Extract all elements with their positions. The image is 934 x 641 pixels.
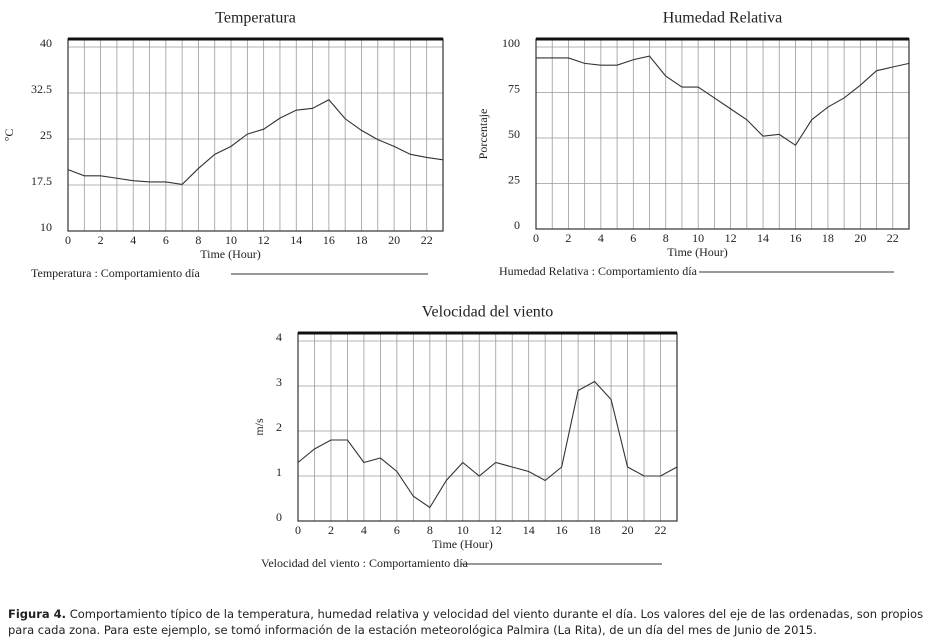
y-tick-label: 25	[508, 172, 520, 186]
x-tick-label: 6	[394, 523, 400, 537]
x-axis-label: Time (Hour)	[667, 245, 728, 259]
x-tick-label: 22	[421, 233, 433, 247]
x-axis-label: Time (Hour)	[432, 537, 493, 551]
series-line	[536, 55, 910, 147]
caption: Figura 4. Comportamiento típico de la te…	[8, 606, 928, 638]
x-tick-label: 8	[663, 231, 669, 245]
plot-frame	[297, 332, 678, 522]
x-tick-label: 2	[98, 233, 104, 247]
x-tick-label: 2	[565, 231, 571, 245]
x-tick-label: 0	[65, 233, 71, 247]
chart-title: Humedad Relativa	[663, 10, 783, 27]
caption-text: Comportamiento típico de la temperatura,…	[8, 607, 924, 637]
x-tick-label: 16	[323, 233, 335, 247]
y-tick-label: 17.5	[31, 174, 52, 188]
y-tick-label: 2	[276, 420, 282, 434]
y-axis-label: Porcentaje	[476, 109, 490, 160]
x-tick-label: 14	[757, 231, 769, 245]
x-tick-label: 16	[556, 523, 568, 537]
x-tick-label: 22	[887, 231, 899, 245]
series-line	[67, 99, 444, 185]
legend-label: Humedad Relativa : Comportamiento día	[499, 264, 698, 278]
x-tick-label: 6	[630, 231, 636, 245]
x-tick-label: 10	[457, 523, 469, 537]
x-tick-label: 22	[655, 523, 667, 537]
caption-label: Figura 4.	[8, 607, 67, 621]
x-tick-label: 10	[225, 233, 237, 247]
y-axis-label: m/s	[252, 418, 266, 436]
y-tick-label: 10	[40, 220, 52, 234]
x-tick-label: 2	[328, 523, 334, 537]
y-tick-label: 75	[508, 81, 520, 95]
x-tick-label: 0	[295, 523, 301, 537]
y-tick-label: 1	[276, 465, 282, 479]
x-tick-label: 10	[692, 231, 704, 245]
y-tick-label: 4	[276, 330, 282, 344]
y-tick-label: 0	[514, 218, 520, 232]
y-tick-label: 0	[276, 510, 282, 524]
chart-title: Velocidad del viento	[422, 304, 554, 321]
x-tick-label: 4	[598, 231, 604, 245]
legend-label: Velocidad del viento : Comportamiento dí…	[261, 556, 469, 570]
y-axis-label: °C	[2, 129, 16, 142]
y-tick-label: 40	[40, 36, 52, 50]
x-axis-label: Time (Hour)	[200, 247, 261, 261]
x-tick-label: 4	[130, 233, 136, 247]
y-tick-label: 50	[508, 127, 520, 141]
x-tick-label: 14	[290, 233, 302, 247]
x-tick-label: 12	[725, 231, 737, 245]
x-tick-label: 8	[195, 233, 201, 247]
x-tick-label: 20	[854, 231, 866, 245]
x-tick-label: 8	[427, 523, 433, 537]
y-tick-label: 3	[276, 375, 282, 389]
x-tick-label: 20	[388, 233, 400, 247]
x-tick-label: 0	[533, 231, 539, 245]
x-tick-label: 20	[622, 523, 634, 537]
x-tick-label: 18	[822, 231, 834, 245]
x-tick-label: 16	[789, 231, 801, 245]
x-tick-label: 18	[355, 233, 367, 247]
x-tick-label: 6	[163, 233, 169, 247]
x-tick-label: 4	[361, 523, 367, 537]
plot-frame	[67, 38, 444, 232]
chart-title: Temperatura	[215, 10, 296, 27]
x-tick-label: 14	[523, 523, 535, 537]
y-tick-label: 25	[40, 128, 52, 142]
plot-frame	[535, 38, 910, 230]
y-tick-label: 100	[502, 36, 520, 50]
series-line	[297, 380, 678, 509]
x-tick-label: 12	[490, 523, 502, 537]
legend-label: Temperatura : Comportamiento día	[31, 266, 200, 280]
x-tick-label: 12	[258, 233, 270, 247]
x-tick-label: 18	[589, 523, 601, 537]
y-tick-label: 32.5	[31, 82, 52, 96]
